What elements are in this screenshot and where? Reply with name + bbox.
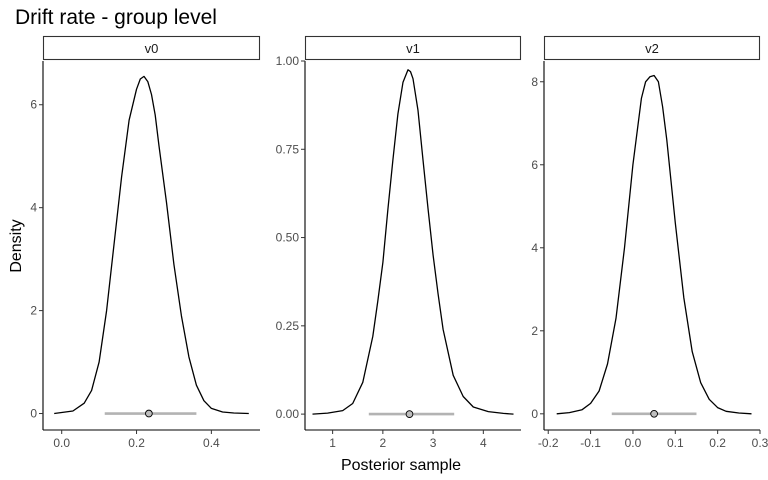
y-tick-label: 4 — [30, 201, 37, 215]
x-tick-label: 1 — [329, 436, 336, 450]
x-tick-label: 0.0 — [53, 436, 70, 450]
chart-title: Drift rate - group level — [15, 6, 217, 29]
facet-strip — [304, 35, 522, 61]
facet-strip — [543, 35, 761, 61]
y-tick-label: 6 — [30, 98, 37, 112]
point-estimate-v2 — [650, 409, 658, 418]
facet-strip-label: v1 — [406, 41, 420, 56]
facet-strip-label: v0 — [145, 41, 159, 56]
x-tick-label: 0.4 — [203, 436, 220, 450]
y-tick-label: 2 — [531, 324, 538, 338]
x-tick-label: 0.3 — [752, 436, 768, 450]
x-tick-label: 0.1 — [667, 436, 684, 450]
x-tick-label: 0.2 — [709, 436, 726, 450]
x-tick-label: 0.2 — [128, 436, 145, 450]
y-tick-label: 2 — [30, 304, 37, 318]
x-tick-label: 2 — [380, 436, 387, 450]
y-tick-label: 8 — [531, 75, 538, 89]
facet-strip-label: v2 — [645, 41, 659, 56]
panel-v2: v2 0 2 4 6 8 -0.2 -0.1 0.0 0.1 0.2 0.3 — [531, 35, 768, 450]
point-estimate-v0 — [145, 409, 153, 418]
x-tick-label: -0.2 — [538, 436, 559, 450]
y-tick-label: 0.00 — [276, 407, 300, 421]
x-tick-label: 4 — [480, 436, 487, 450]
point-estimate-v1 — [405, 410, 414, 418]
y-tick-label: 0 — [30, 407, 37, 421]
y-axis-title: Density — [8, 219, 25, 272]
y-tick-label: 0.25 — [276, 319, 300, 333]
x-tick-label: 0.0 — [625, 436, 642, 450]
x-tick-label: -0.1 — [580, 436, 601, 450]
density-curve-v0 — [54, 75, 249, 415]
y-tick-label: 0.50 — [276, 231, 300, 245]
y-tick-label: 0 — [531, 407, 538, 421]
y-tick-label: 6 — [531, 158, 538, 172]
x-tick-label: 3 — [430, 436, 437, 450]
x-axis-title: Posterior sample — [341, 457, 461, 474]
density-curve-v2 — [556, 74, 752, 415]
panel-v1: v1 0.00 0.25 0.50 0.75 1.00 1 2 3 4 — [276, 35, 522, 450]
y-tick-label: 1.00 — [276, 54, 300, 68]
y-tick-label: 0.75 — [276, 142, 300, 156]
facet-strip — [42, 35, 261, 61]
y-tick-label: 4 — [531, 241, 538, 255]
panel-v0: v0 0 2 4 6 0.0 0.2 0.4 — [30, 35, 261, 450]
density-curve-v1 — [312, 69, 514, 415]
